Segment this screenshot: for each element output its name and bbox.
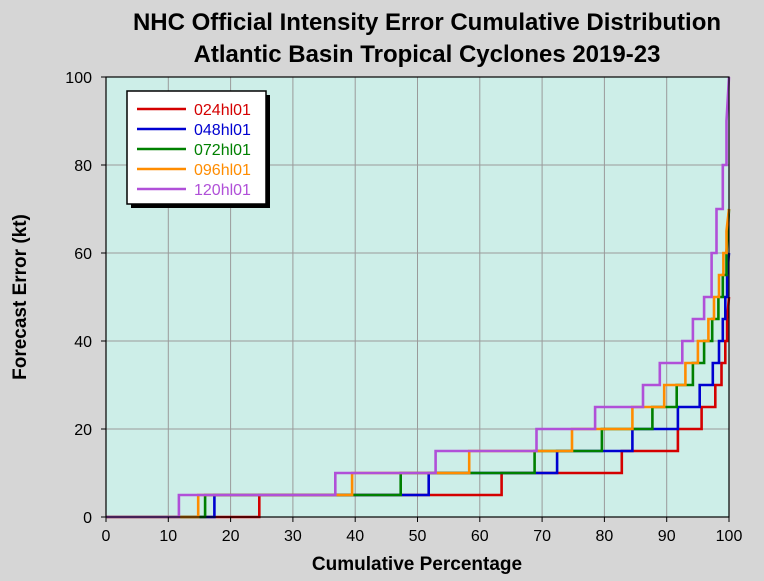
- x-tick-label: 0: [102, 528, 111, 545]
- x-tick-label: 20: [222, 528, 240, 545]
- x-tick-label: 80: [596, 528, 614, 545]
- series-layer: [106, 76, 731, 519]
- y-tick-label: 60: [74, 246, 92, 263]
- legend-label-120hl01: 120hl01: [194, 182, 251, 199]
- x-tick-label: 50: [409, 528, 427, 545]
- legend-label-024hl01: 024hl01: [194, 102, 251, 119]
- x-tick-label: 10: [159, 528, 177, 545]
- x-tick-labels: 0 10 20 30 40 50 60 70 80 90 100: [102, 528, 743, 545]
- x-tick-label: 60: [471, 528, 489, 545]
- y-tick-label: 40: [74, 334, 92, 351]
- series-line-024hl01: [106, 296, 731, 519]
- series-line-048hl01: [106, 252, 731, 519]
- y-tick-label: 20: [74, 422, 92, 439]
- series-line-120hl01: [106, 76, 731, 519]
- x-tick-label: 70: [533, 528, 551, 545]
- x-tick-label: 40: [346, 528, 364, 545]
- x-tick-label: 30: [284, 528, 302, 545]
- chart-subtitle: Atlantic Basin Tropical Cyclones 2019-23: [194, 41, 661, 68]
- y-tick-label: 80: [74, 158, 92, 175]
- legend: 024hl01 048hl01 072hl01 096hl01 120hl01: [126, 90, 270, 208]
- y-tick-label: 0: [83, 510, 92, 527]
- x-axis-label: Cumulative Percentage: [312, 554, 522, 575]
- y-tick-label: 100: [65, 70, 92, 87]
- chart-title: NHC Official Intensity Error Cumulative …: [133, 9, 721, 36]
- ticks: [101, 76, 730, 522]
- legend-label-048hl01: 048hl01: [194, 122, 251, 139]
- y-tick-labels: 0 20 40 60 80 100: [65, 70, 92, 527]
- x-tick-label: 100: [716, 528, 743, 545]
- legend-label-072hl01: 072hl01: [194, 142, 251, 159]
- x-tick-label: 90: [658, 528, 676, 545]
- legend-label-096hl01: 096hl01: [194, 162, 251, 179]
- y-axis-label: Forecast Error (kt): [10, 214, 31, 380]
